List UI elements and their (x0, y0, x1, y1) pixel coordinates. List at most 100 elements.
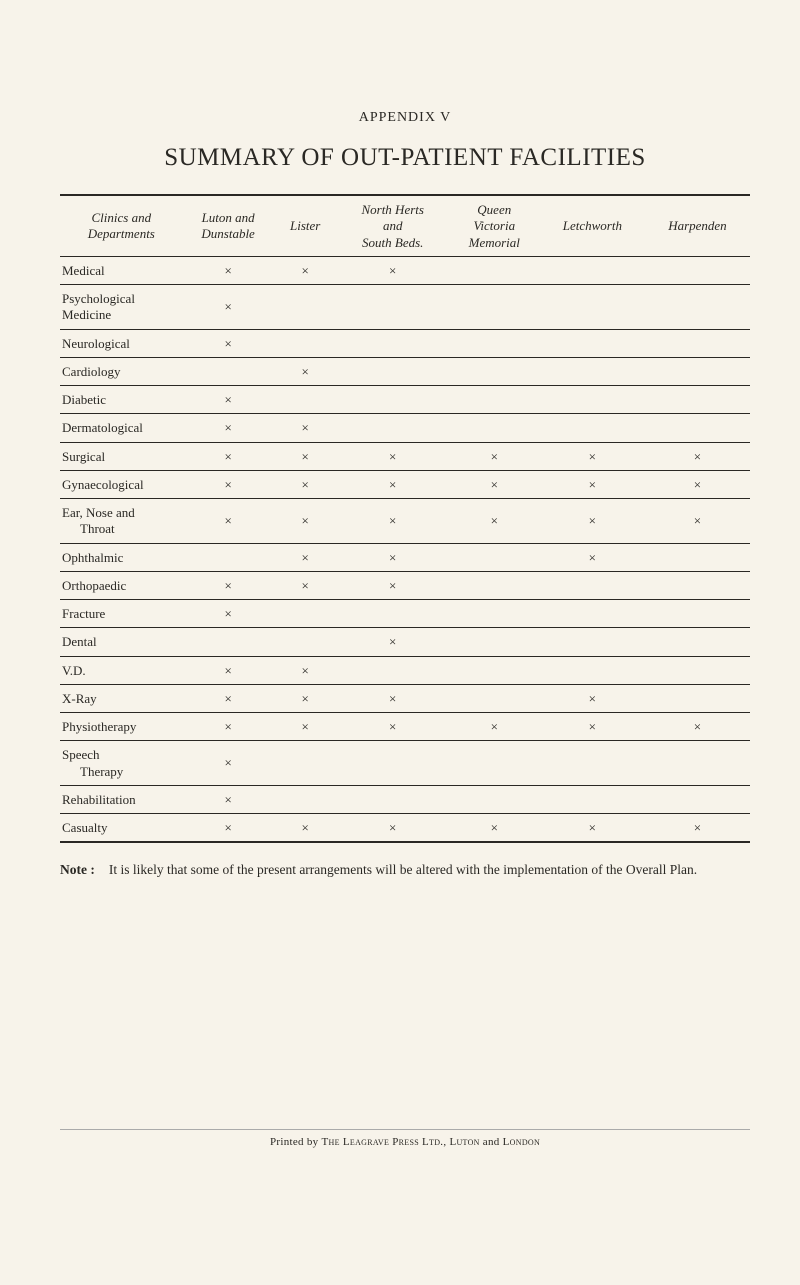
column-header: North HertsandSouth Beds. (337, 195, 449, 256)
table-row: Fracture× (60, 600, 750, 628)
mark-cell: × (274, 684, 337, 712)
table-row: Dental× (60, 628, 750, 656)
mark-cell: × (540, 684, 645, 712)
mark-cell (337, 329, 449, 357)
mark-cell (645, 414, 750, 442)
mark-cell: × (540, 470, 645, 498)
mark-cell: × (645, 470, 750, 498)
table-row: V.D.×× (60, 656, 750, 684)
mark-cell (274, 329, 337, 357)
table-head: Clinics andDepartmentsLuton andDunstable… (60, 195, 750, 256)
mark-cell: × (540, 814, 645, 843)
table-row: Rehabilitation× (60, 785, 750, 813)
mark-cell: × (645, 814, 750, 843)
mark-cell: × (274, 571, 337, 599)
row-label: Surgical (60, 442, 183, 470)
table-row: Surgical×××××× (60, 442, 750, 470)
row-label: Diabetic (60, 386, 183, 414)
mark-cell (337, 414, 449, 442)
table-body: Medical×××PsychologicalMedicine × Neurolog… (60, 256, 750, 842)
mark-cell: × (183, 600, 274, 628)
mark-cell (540, 741, 645, 786)
footer-city: London (503, 1136, 540, 1148)
row-label: Ear, Nose andThroat (60, 499, 183, 544)
mark-cell (449, 600, 540, 628)
mark-cell (449, 329, 540, 357)
table-row: Medical××× (60, 256, 750, 284)
mark-cell: × (449, 814, 540, 843)
mark-cell: × (183, 713, 274, 741)
mark-cell (274, 386, 337, 414)
row-label: Fracture (60, 600, 183, 628)
row-label: Cardiology (60, 357, 183, 385)
mark-cell: × (183, 386, 274, 414)
mark-cell (645, 571, 750, 599)
column-header: Letchworth (540, 195, 645, 256)
row-label: Casualty (60, 814, 183, 843)
mark-cell (449, 785, 540, 813)
mark-cell (449, 357, 540, 385)
mark-cell (645, 656, 750, 684)
mark-cell (449, 571, 540, 599)
column-header: Luton andDunstable (183, 195, 274, 256)
mark-cell: × (183, 571, 274, 599)
facilities-table: Clinics andDepartmentsLuton andDunstable… (60, 194, 750, 843)
column-header: QueenVictoriaMemorial (449, 195, 540, 256)
mark-cell (645, 285, 750, 330)
column-header: Harpenden (645, 195, 750, 256)
row-label: V.D. (60, 656, 183, 684)
mark-cell (540, 785, 645, 813)
mark-cell (540, 628, 645, 656)
mark-cell (337, 656, 449, 684)
mark-cell (645, 329, 750, 357)
mark-cell (645, 785, 750, 813)
mark-cell (337, 357, 449, 385)
mark-cell: × (337, 256, 449, 284)
mark-cell (540, 600, 645, 628)
row-label: Neurological (60, 329, 183, 357)
mark-cell: × (274, 442, 337, 470)
mark-cell (449, 386, 540, 414)
mark-cell: × (645, 713, 750, 741)
mark-cell: × (337, 628, 449, 656)
mark-cell: × (337, 543, 449, 571)
mark-cell: × (183, 741, 274, 786)
note-label: Note : (60, 861, 95, 879)
mark-cell: × (645, 442, 750, 470)
note: Note : It is likely that some of the pre… (60, 861, 750, 879)
mark-cell: × (337, 684, 449, 712)
mark-cell: × (274, 499, 337, 544)
mark-cell (183, 628, 274, 656)
mark-cell: × (274, 543, 337, 571)
mark-cell: × (449, 470, 540, 498)
mark-cell (540, 571, 645, 599)
mark-cell: × (540, 499, 645, 544)
mark-cell (540, 285, 645, 330)
mark-cell (645, 386, 750, 414)
table-row: Physiotherapy×××××× (60, 713, 750, 741)
row-label: Ophthalmic (60, 543, 183, 571)
mark-cell (449, 684, 540, 712)
footer-and: and (480, 1136, 503, 1148)
footer-rule (60, 1129, 750, 1130)
mark-cell (274, 741, 337, 786)
row-label: PsychologicalMedicine (60, 285, 183, 330)
mark-cell (274, 600, 337, 628)
mark-cell: × (183, 684, 274, 712)
footer: Printed by The Leagrave Press Ltd., Luto… (60, 1136, 750, 1148)
mark-cell: × (274, 470, 337, 498)
mark-cell (449, 256, 540, 284)
table-row: SpeechTherapy× (60, 741, 750, 786)
row-label: Rehabilitation (60, 785, 183, 813)
mark-cell: × (337, 814, 449, 843)
column-header: Lister (274, 195, 337, 256)
footer-company: The Leagrave Press Ltd., Luton (322, 1136, 480, 1148)
row-label: SpeechTherapy (60, 741, 183, 786)
mark-cell: × (337, 442, 449, 470)
table-row: Neurological× (60, 329, 750, 357)
mark-cell (645, 256, 750, 284)
mark-cell (645, 684, 750, 712)
mark-cell (274, 285, 337, 330)
row-label: Physiotherapy (60, 713, 183, 741)
mark-cell: × (183, 656, 274, 684)
